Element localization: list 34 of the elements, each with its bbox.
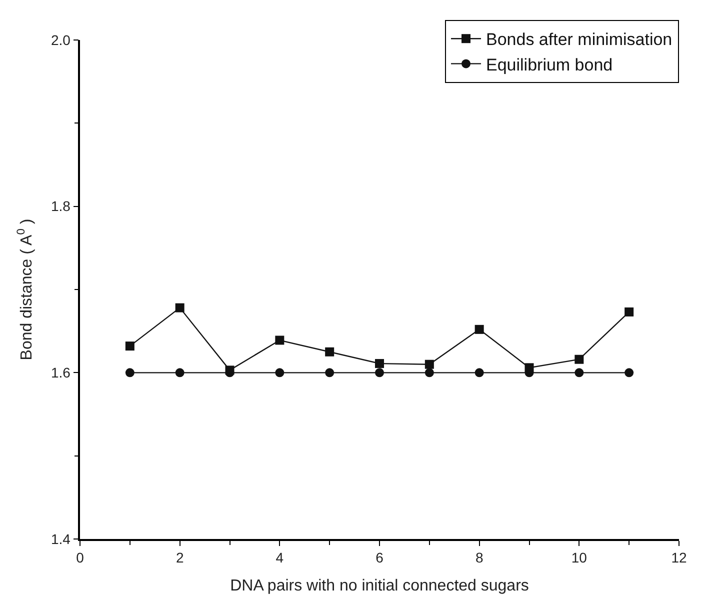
x-tick-label: 2 bbox=[176, 550, 184, 566]
point bbox=[225, 366, 234, 375]
point bbox=[524, 363, 534, 372]
x-tick-label: 6 bbox=[376, 550, 384, 566]
point bbox=[424, 368, 434, 378]
y-tick-label: 2.0 bbox=[50, 32, 71, 48]
point bbox=[474, 324, 484, 334]
point bbox=[325, 347, 334, 356]
point bbox=[424, 360, 434, 369]
legend-label: Bonds after minimisation bbox=[486, 30, 672, 50]
x-tick-label: 10 bbox=[571, 550, 588, 566]
x-tick-label: 0 bbox=[76, 550, 84, 566]
point bbox=[474, 368, 484, 378]
x-tick-label: 4 bbox=[276, 550, 284, 566]
point bbox=[574, 354, 584, 364]
legend-label: Equilibrium bond bbox=[486, 55, 613, 74]
point bbox=[275, 336, 284, 345]
point bbox=[624, 368, 634, 378]
point bbox=[275, 368, 284, 378]
y-tick-label: 1.4 bbox=[50, 530, 71, 547]
point bbox=[375, 359, 384, 368]
point bbox=[175, 368, 184, 378]
point bbox=[125, 342, 134, 351]
x-axis-title: DNA pairs with no initial connected sugars bbox=[230, 578, 529, 595]
point bbox=[125, 368, 134, 378]
x-tick-label: 12 bbox=[671, 550, 687, 566]
x-tick-label: 8 bbox=[475, 550, 484, 566]
point bbox=[325, 368, 334, 378]
point bbox=[375, 368, 384, 378]
point bbox=[175, 303, 184, 312]
y-tick-label: 1.6 bbox=[50, 364, 71, 381]
y-tick-label: 1.8 bbox=[50, 198, 71, 214]
point bbox=[624, 307, 634, 316]
point bbox=[574, 368, 584, 378]
